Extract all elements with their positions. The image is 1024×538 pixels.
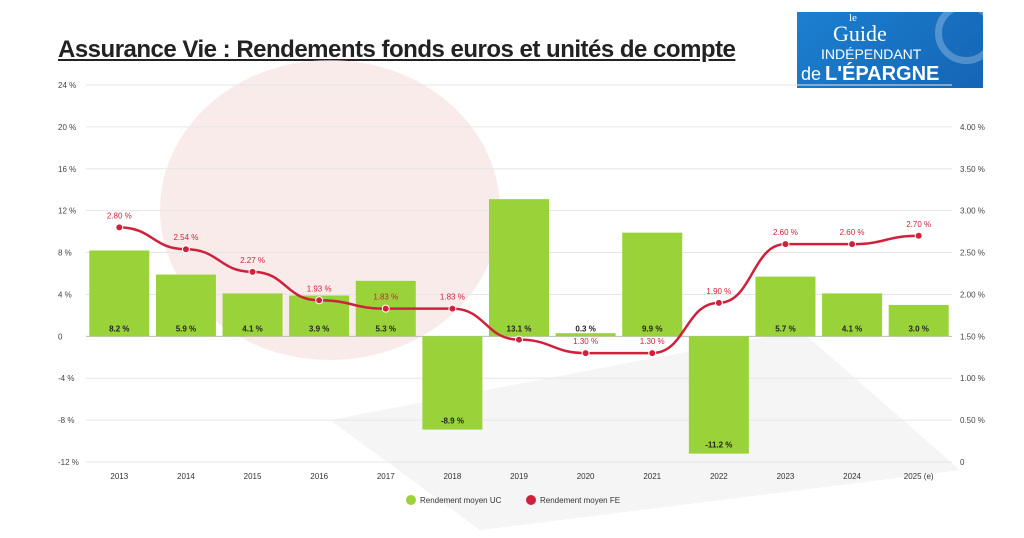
y-right-tick-label: 1.50 %: [960, 332, 985, 341]
line-label: 2.27 %: [240, 256, 265, 265]
bar-label: -8.9 %: [441, 417, 464, 426]
y-left-tick-label: 4 %: [58, 290, 72, 299]
x-tick-label: 2024: [843, 472, 861, 481]
y-right-tick-label: 4.00 %: [960, 123, 985, 132]
y-right-tick-label: 3.50 %: [960, 165, 985, 174]
bar-label: 5.3 %: [376, 324, 396, 333]
bar-uc: [489, 199, 549, 337]
y-left-tick-label: -4 %: [58, 374, 74, 383]
line-point-fe: [781, 240, 790, 249]
line-point-fe: [248, 267, 257, 276]
bar-uc: [222, 293, 283, 337]
logo-de: de: [801, 64, 822, 84]
line-label: 2.80 %: [107, 211, 132, 220]
bar-uc: [622, 232, 683, 337]
y-left-tick-label: 8 %: [58, 249, 72, 258]
logo-guide: Guide: [833, 21, 887, 46]
line-point-fe: [648, 349, 657, 358]
line-point-fe: [315, 296, 324, 305]
line-label: 2.60 %: [773, 228, 798, 237]
legend-marker-fe: [526, 495, 536, 505]
bar-label: 5.7 %: [775, 324, 795, 333]
y-left-tick-label: 16 %: [58, 165, 76, 174]
bar-uc: [555, 333, 616, 337]
legend-marker-uc: [406, 495, 416, 505]
y-left-tick-label: 20 %: [58, 123, 76, 132]
line-label: 2.70 %: [906, 220, 931, 229]
bar-label: 13.1 %: [507, 324, 532, 333]
line-point-fe: [914, 231, 923, 240]
line-label: 1.93 %: [307, 284, 332, 293]
bar-label: 5.9 %: [176, 324, 196, 333]
y-left-tick-label: -12 %: [58, 458, 79, 467]
y-left-tick-label: 24 %: [58, 81, 76, 90]
y-right-tick-label: 2.50 %: [960, 249, 985, 258]
bar-label: 4.1 %: [242, 324, 262, 333]
y-right-tick-label: 1.00 %: [960, 374, 985, 383]
line-label: 1.83 %: [440, 293, 465, 302]
bar-uc: [888, 304, 949, 337]
bar-label: 8.2 %: [109, 324, 129, 333]
line-label: 1.90 %: [706, 287, 731, 296]
y-left-tick-label: -8 %: [58, 416, 74, 425]
x-tick-label: 2016: [310, 472, 328, 481]
logo: le Guide INDÉPENDANT de L'ÉPARGNE: [797, 12, 983, 88]
bar-uc: [755, 276, 816, 337]
y-right-tick-label: 0: [960, 458, 965, 467]
x-tick-label: 2018: [443, 472, 461, 481]
legend-label-uc: Rendement moyen UC: [420, 496, 502, 505]
x-tick-label: 2019: [510, 472, 528, 481]
y-right-tick-label: 2.00 %: [960, 290, 985, 299]
line-label: 1.30 %: [573, 337, 598, 346]
logo-independant: INDÉPENDANT: [821, 46, 922, 62]
y-left-tick-label: 0: [58, 332, 63, 341]
line-point-fe: [381, 304, 390, 313]
line-point-fe: [115, 223, 124, 232]
y-left-tick-label: 12 %: [58, 207, 76, 216]
y-right-tick-label: 0.50 %: [960, 416, 985, 425]
chart-title: Assurance Vie : Rendements fonds euros e…: [58, 36, 736, 63]
bar-label: -11.2 %: [705, 441, 732, 450]
x-tick-label: 2022: [710, 472, 728, 481]
x-tick-label: 2021: [643, 472, 661, 481]
x-tick-label: 2014: [177, 472, 195, 481]
x-tick-label: 2015: [244, 472, 262, 481]
bar-label: 3.0 %: [908, 324, 928, 333]
line-label: 1.83 %: [373, 293, 398, 302]
line-point-fe: [581, 349, 590, 358]
bar-label: 0.3 %: [575, 324, 595, 333]
x-tick-label: 2025 (e): [904, 472, 934, 481]
y-right-tick-label: 3.00 %: [960, 207, 985, 216]
bar-uc: [155, 274, 216, 337]
bar-uc: [89, 250, 150, 337]
legend-label-fe: Rendement moyen FE: [540, 496, 620, 505]
line-point-fe: [181, 245, 190, 254]
bar-label: 9.9 %: [642, 324, 662, 333]
bar-label: 4.1 %: [842, 324, 862, 333]
line-point-fe: [848, 240, 857, 249]
paper-background: [330, 330, 960, 530]
bar-uc: [688, 336, 749, 454]
logo-le: le: [849, 12, 857, 24]
bar-label: 3.9 %: [309, 324, 329, 333]
logo-ring: [935, 12, 983, 64]
line-point-fe: [448, 304, 457, 313]
line-point-fe: [714, 298, 723, 307]
x-tick-label: 2013: [110, 472, 128, 481]
x-tick-label: 2023: [777, 472, 795, 481]
logo-epargne: L'ÉPARGNE: [825, 63, 940, 85]
line-label: 2.60 %: [840, 228, 865, 237]
line-point-fe: [515, 335, 523, 344]
line-label: 2.54 %: [173, 233, 198, 242]
x-tick-label: 2017: [377, 472, 395, 481]
line-label: 1.30 %: [640, 337, 665, 346]
bar-uc: [822, 293, 883, 337]
bar-uc: [422, 336, 483, 430]
x-tick-label: 2020: [577, 472, 595, 481]
